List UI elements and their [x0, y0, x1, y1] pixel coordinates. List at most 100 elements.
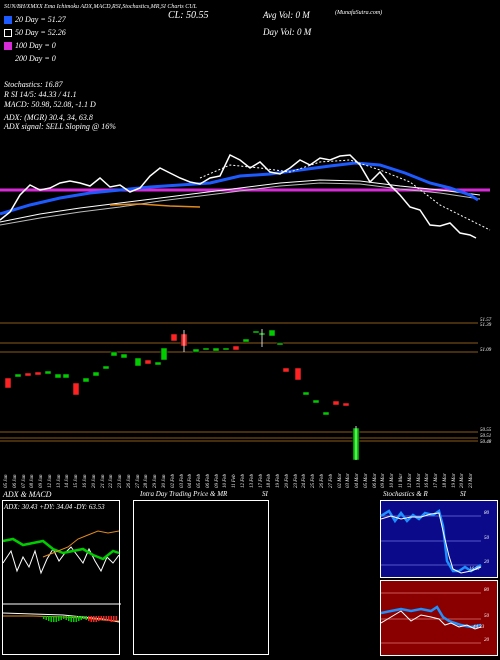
macd-histogram-bar	[65, 616, 67, 620]
date-tick-label: 22 Jan	[109, 474, 115, 488]
date-tick-label: 05 Feb	[197, 473, 203, 488]
date-tick-label: 05 Mar	[363, 473, 369, 488]
price-line	[0, 153, 477, 239]
date-tick-label: 26 Feb	[320, 473, 325, 488]
green-candle	[202, 347, 210, 351]
macd-histogram-bar	[68, 616, 70, 621]
legend-ema50: 50 Day = 52.26	[4, 28, 66, 38]
rsi-readout: R SI 14/5: 44.33 / 41.1	[4, 90, 77, 99]
stoch-tick-80: 80	[484, 511, 489, 516]
date-tick-label: 15 Jan	[74, 474, 80, 488]
macd-histogram-bar	[55, 616, 57, 622]
red-candle	[282, 367, 290, 373]
macd-histogram-bar	[75, 616, 77, 622]
green-candle	[312, 399, 320, 404]
date-tick-label: 02 Feb	[170, 473, 176, 488]
green-candle	[242, 338, 250, 343]
macd-histogram-bar	[100, 616, 102, 620]
green-candle	[44, 370, 52, 375]
rsi-blue-line	[380, 605, 482, 629]
date-tick-label: 03 Mar	[346, 473, 352, 488]
green-candle	[302, 391, 310, 396]
date-tick-label: 28 Jan	[144, 474, 150, 488]
date-axis: 05 Jan 06 Jan 07 Jan 08 Jan 09 Jan 12 Jan 13 J…	[0, 462, 480, 492]
macd-histogram-bar	[73, 616, 75, 622]
date-tick-label: 25 Feb	[311, 473, 317, 488]
ema200-line	[0, 182, 481, 226]
rsi-tick-20: 20	[484, 638, 489, 643]
red-candle	[72, 382, 80, 396]
date-tick-label: 10 Mar	[390, 473, 396, 488]
adx-readout: ADX: (MGR) 30.4, 34, 63.8	[4, 113, 93, 122]
candles-group	[4, 329, 360, 461]
close-price: CL: 50.55	[168, 10, 209, 21]
date-tick-label: 09 Feb	[214, 473, 220, 488]
red-candle	[342, 402, 350, 407]
price-label-1: 51.57	[480, 318, 492, 323]
red-candle	[144, 359, 152, 365]
macd-histogram-bar	[50, 616, 52, 622]
stoch-si-title: SI	[460, 490, 466, 498]
adx-white-line	[2, 546, 120, 575]
green-candle	[268, 329, 276, 337]
green-candle	[160, 347, 168, 361]
date-tick-label: 07 Jan	[21, 474, 27, 488]
macd-histogram-bar	[98, 616, 100, 621]
green-candle	[222, 347, 230, 351]
macd-histogram-bar	[53, 616, 55, 622]
stoch-title: Stochastics & R	[383, 490, 428, 498]
adx-signal: ADX signal: SELL Sloping @ 16%	[4, 122, 116, 131]
date-tick-label: 10 Feb	[223, 473, 229, 488]
macd-histogram-bar	[48, 616, 50, 621]
rsi-white-line	[380, 610, 482, 630]
date-tick-label: 12 Jan	[47, 474, 53, 488]
date-tick-label: 30 Jan	[162, 474, 167, 488]
red-candle	[170, 333, 178, 342]
date-tick-label: 16 Mar	[425, 473, 431, 488]
red-candle	[34, 371, 42, 376]
date-tick-label: 20 Mar	[460, 473, 466, 488]
stoch-k-line	[380, 508, 482, 573]
macd-histogram-bar	[45, 616, 47, 620]
date-tick-label: 26 Jan	[126, 474, 132, 488]
stoch-tick-50: 50	[484, 536, 489, 541]
date-tick-label: 05 Jan	[4, 474, 9, 488]
legend-ema20: 20 Day = 51.27	[4, 15, 66, 25]
rsi-panel: 80 50 20 44.33	[380, 580, 498, 656]
adx-orange-line	[42, 530, 120, 558]
date-tick-label: 08 Jan	[30, 474, 36, 488]
macd-readout: MACD: 50.98, 52.08, -1.1 D	[4, 100, 96, 109]
date-tick-label: 17 Mar	[434, 473, 440, 488]
white-swatch-icon	[4, 29, 12, 38]
macd-histogram-bar	[108, 616, 110, 621]
date-tick-label: 02 Mar	[337, 473, 343, 488]
rsi-tick-80: 80	[484, 588, 489, 593]
macd-histogram-bar	[113, 616, 115, 622]
date-tick-label: 13 Feb	[249, 473, 255, 488]
red-candle	[4, 377, 12, 389]
blue-swatch-icon	[4, 16, 12, 25]
date-tick-label: 04 Feb	[188, 473, 194, 488]
date-tick-label: 23 Mar	[469, 473, 475, 488]
red-candle	[232, 345, 240, 351]
date-tick-label: 17 Feb	[258, 473, 264, 488]
macd-histogram-bar	[103, 616, 105, 620]
green-candle	[92, 371, 100, 377]
macd-histogram-bar	[105, 616, 107, 621]
date-tick-label: 03 Feb	[179, 473, 185, 488]
stoch-tick-20: 20	[484, 560, 489, 565]
intraday-title: Intra Day Trading Price & MR	[140, 490, 228, 498]
green-candle	[110, 351, 118, 357]
green-candle	[252, 330, 260, 334]
date-tick-label: 23 Feb	[293, 473, 299, 488]
stochastics-panel: 80 50 20 16.87	[380, 500, 498, 578]
adx-macd-title: ADX & MACD	[3, 490, 52, 499]
price-label-2: 51.39	[480, 323, 492, 328]
price-label-4: 50.55	[480, 428, 492, 433]
date-tick-label: 14 Jan	[65, 474, 71, 488]
green-candle	[134, 357, 142, 367]
rsi-value: 44.33	[473, 625, 485, 630]
date-tick-label: 16 Jan	[83, 474, 88, 488]
date-tick-label: 21 Jan	[100, 474, 106, 488]
date-tick-label: 27 Jan	[135, 474, 141, 488]
